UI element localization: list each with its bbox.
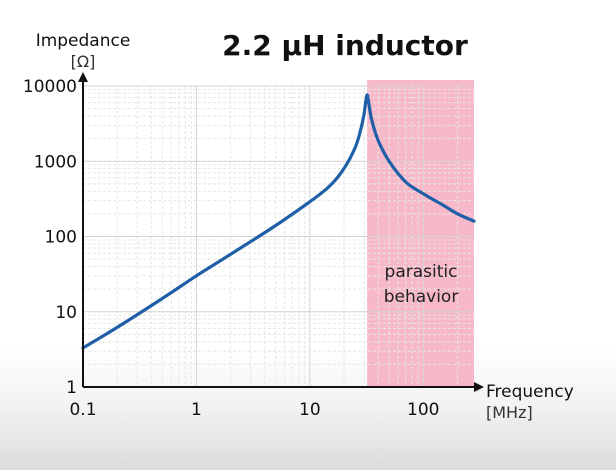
x-tick-label: 0.1: [69, 400, 96, 420]
x-tick-label: 10: [299, 400, 321, 420]
x-tick-label: 100: [407, 400, 439, 420]
x-axis-label: Frequency: [486, 382, 574, 402]
chart-title: 2.2 µH inductor: [222, 29, 468, 62]
y-axis-arrow: [78, 72, 88, 82]
impedance-curve: [81, 93, 476, 350]
region-label-line2: behavior: [384, 287, 459, 307]
y-tick-label: 10000: [23, 77, 77, 97]
y-tick-label: 10: [55, 303, 77, 323]
axes: [78, 72, 484, 392]
y-axis-unit: [Ω]: [71, 52, 96, 71]
grid: [82, 85, 474, 388]
y-axis-label: Impedance: [36, 31, 131, 51]
region-label-line1: parasitic: [385, 262, 458, 282]
y-tick-label: 100: [45, 228, 77, 248]
x-tick-label: 1: [191, 400, 202, 420]
y-tick-label: 1000: [34, 152, 77, 172]
x-axis-arrow: [474, 382, 484, 392]
x-axis-unit: [MHz]: [486, 403, 533, 422]
y-tick-label: 1: [66, 378, 77, 398]
parasitic-region: [367, 80, 474, 387]
